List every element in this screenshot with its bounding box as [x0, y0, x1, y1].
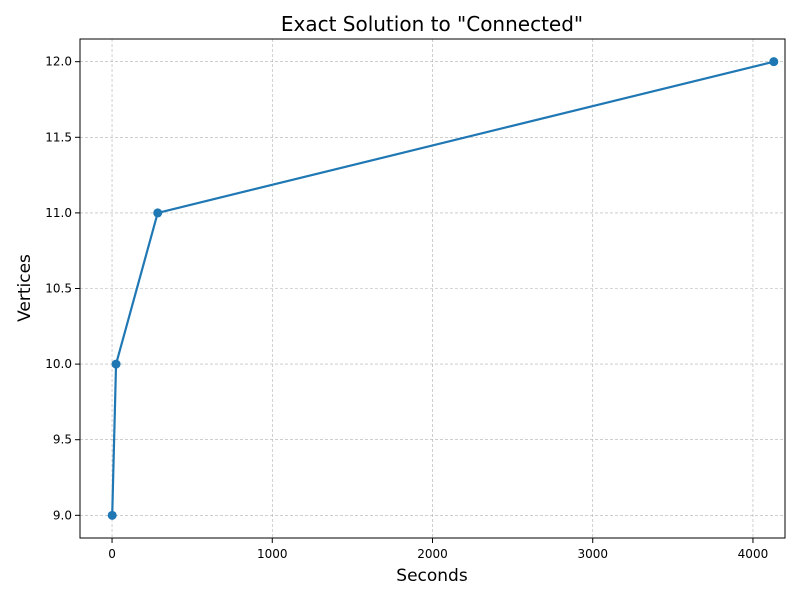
y-tick-label: 12.0 [45, 55, 72, 69]
x-tick-label: 1000 [257, 547, 288, 561]
x-tick-label: 4000 [738, 547, 769, 561]
y-tick-label: 11.5 [45, 130, 72, 144]
series-line-layer [111, 60, 775, 516]
data-point [111, 359, 121, 369]
y-axis-label: Vertices [15, 254, 35, 322]
x-tick-label: 0 [108, 547, 116, 561]
y-tick-label: 11.0 [45, 206, 72, 220]
y-tick-label: 10.0 [45, 357, 72, 371]
y-tick-label: 9.0 [53, 508, 72, 522]
grid [80, 39, 785, 538]
x-axis-ticks: 0 1000 2000 3000 4000 [108, 538, 768, 561]
y-axis-ticks: 9.0 9.5 10.0 10.5 11.0 11.5 12.0 [45, 55, 80, 522]
x-axis-label: Seconds [396, 566, 468, 586]
series-line [111, 60, 775, 516]
x-tick-label: 2000 [417, 547, 448, 561]
x-tick-label: 3000 [577, 547, 608, 561]
y-tick-label: 10.5 [45, 282, 72, 296]
data-point [769, 57, 779, 67]
data-point [107, 510, 117, 520]
series-points-layer [107, 57, 779, 520]
y-tick-label: 9.5 [53, 433, 72, 447]
data-point [153, 208, 163, 218]
chart-title: Exact Solution to "Connected" [281, 12, 583, 36]
